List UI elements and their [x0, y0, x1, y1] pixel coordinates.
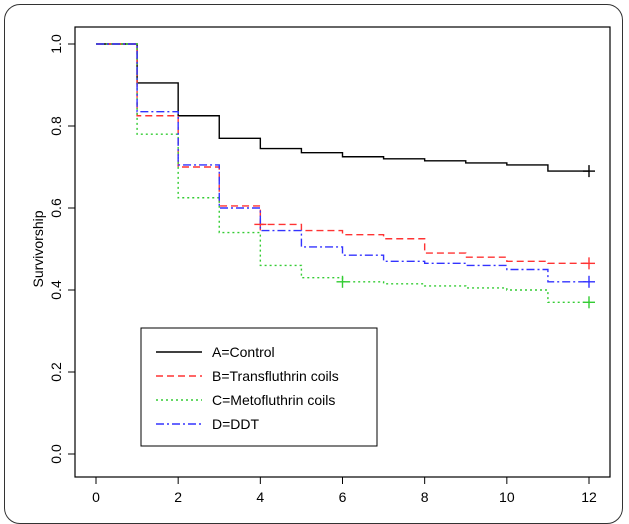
legend-box	[140, 327, 378, 447]
series-line-2	[96, 43, 589, 265]
series-line-1	[96, 43, 589, 172]
x-tick-label: 4	[256, 489, 264, 505]
censor-mark	[583, 296, 595, 309]
y-tick-label: 0.8	[48, 116, 64, 136]
legend-label: A=Control	[212, 344, 275, 360]
series-line-3	[96, 43, 589, 303]
y-tick-label: 0.6	[48, 198, 64, 218]
y-tick-label: 1.0	[48, 34, 64, 54]
x-tick-label: 2	[174, 489, 182, 505]
legend: A=Control B=Transfluthrin coils C=Metoflut…	[140, 327, 378, 447]
y-tick-label: 0.0	[48, 444, 64, 464]
legend-label: B=Transfluthrin coils	[212, 368, 339, 384]
legend-label: D=DDT	[212, 416, 260, 432]
y-axis-title: Survivorship	[30, 210, 46, 287]
y-tick-label: 0.4	[48, 280, 64, 300]
x-tick-label: 10	[499, 489, 515, 505]
legend-label: C=Metofluthrin coils	[212, 392, 335, 408]
x-tick-label: 0	[92, 489, 100, 505]
censor-mark	[336, 275, 349, 288]
x-tick-label: 6	[339, 489, 347, 505]
censor-mark	[583, 257, 595, 270]
x-tick-label: 12	[581, 489, 597, 505]
censor-mark	[583, 275, 595, 288]
survival-chart: 0 2 4 6 8 10 12 0.0 0.2 0.4 0.6 0.8 1.0 Survivorship…	[30, 26, 611, 505]
x-tick-label: 8	[421, 489, 429, 505]
censor-mark	[583, 165, 595, 178]
series-line-4	[96, 43, 589, 283]
y-tick-label: 0.2	[48, 362, 64, 382]
